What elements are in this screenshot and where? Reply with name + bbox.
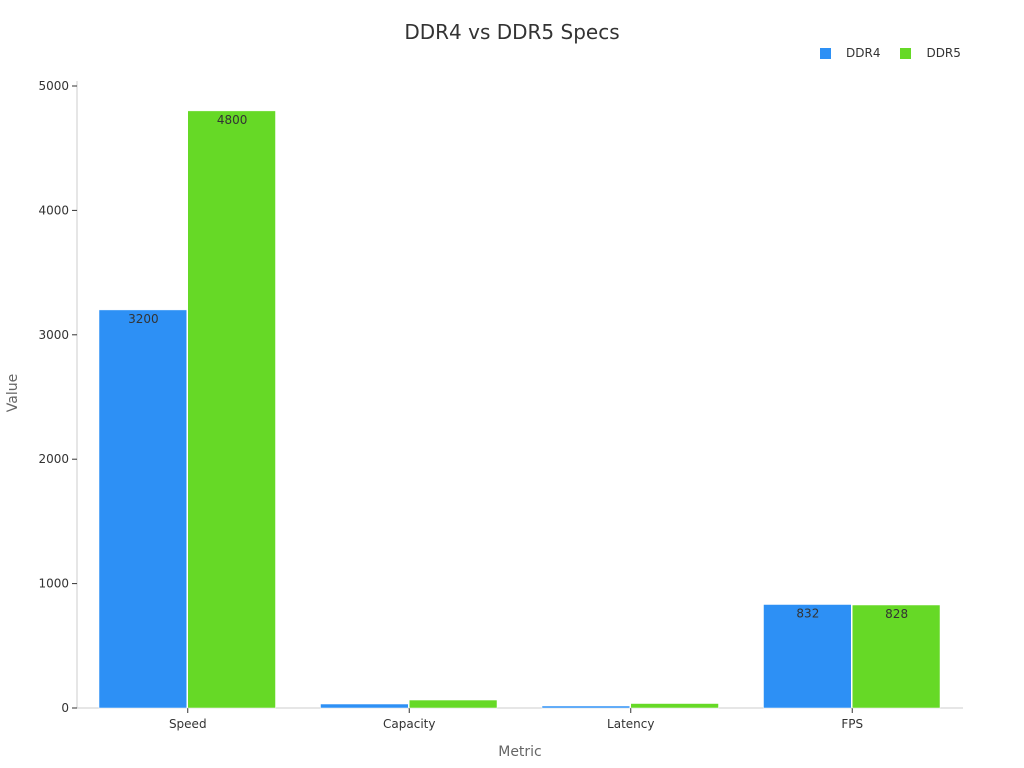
bar-labels: 3200 4800 832 828 — [128, 113, 908, 621]
y-tick-label: 4000 — [38, 203, 69, 217]
chart-title: DDR4 vs DDR5 Specs — [404, 20, 620, 44]
legend-swatch-ddr4 — [820, 47, 831, 59]
legend-item-ddr4[interactable]: DDR4 — [820, 46, 880, 60]
bar-ddr4-speed[interactable] — [98, 309, 187, 709]
legend-label-ddr4: DDR4 — [846, 46, 881, 60]
y-tick-label: 1000 — [38, 577, 69, 591]
bar-label-ddr4-fps: 832 — [796, 606, 819, 620]
bar-ddr5-latency[interactable] — [630, 703, 719, 709]
bar-ddr5-speed[interactable] — [187, 110, 276, 709]
bars — [98, 110, 941, 709]
bar-ddr5-capacity[interactable] — [409, 699, 498, 709]
y-tick-label: 2000 — [38, 452, 69, 466]
bar-label-ddr4-speed: 3200 — [128, 312, 159, 326]
bar-ddr4-capacity[interactable] — [320, 703, 409, 709]
legend-label-ddr5: DDR5 — [926, 46, 961, 60]
x-axis-label: Metric — [498, 744, 542, 760]
y-tick-label: 0 — [61, 701, 69, 715]
x-tick-label-latency: Latency — [607, 717, 654, 731]
bar-ddr4-latency[interactable] — [541, 705, 630, 709]
x-tick-label-capacity: Capacity — [383, 717, 435, 731]
bar-label-ddr5-fps: 828 — [885, 607, 908, 621]
legend-item-ddr5[interactable]: DDR5 — [900, 46, 961, 60]
x-axis-ticks: Speed Capacity Latency FPS — [169, 708, 863, 731]
x-tick-label-speed: Speed — [169, 717, 207, 731]
bar-label-ddr5-speed: 4800 — [217, 113, 248, 127]
y-axis-label: Value — [5, 374, 21, 412]
y-tick-label: 3000 — [38, 328, 69, 342]
legend: DDR4 DDR5 — [820, 46, 981, 60]
legend-swatch-ddr5 — [900, 47, 912, 59]
y-tick-label: 5000 — [38, 79, 69, 93]
y-axis-ticks: 0 1000 2000 3000 4000 5000 — [38, 79, 77, 715]
bar-ddr4-fps[interactable] — [763, 604, 852, 709]
bar-ddr5-fps[interactable] — [852, 604, 941, 709]
x-tick-label-fps: FPS — [841, 717, 863, 731]
